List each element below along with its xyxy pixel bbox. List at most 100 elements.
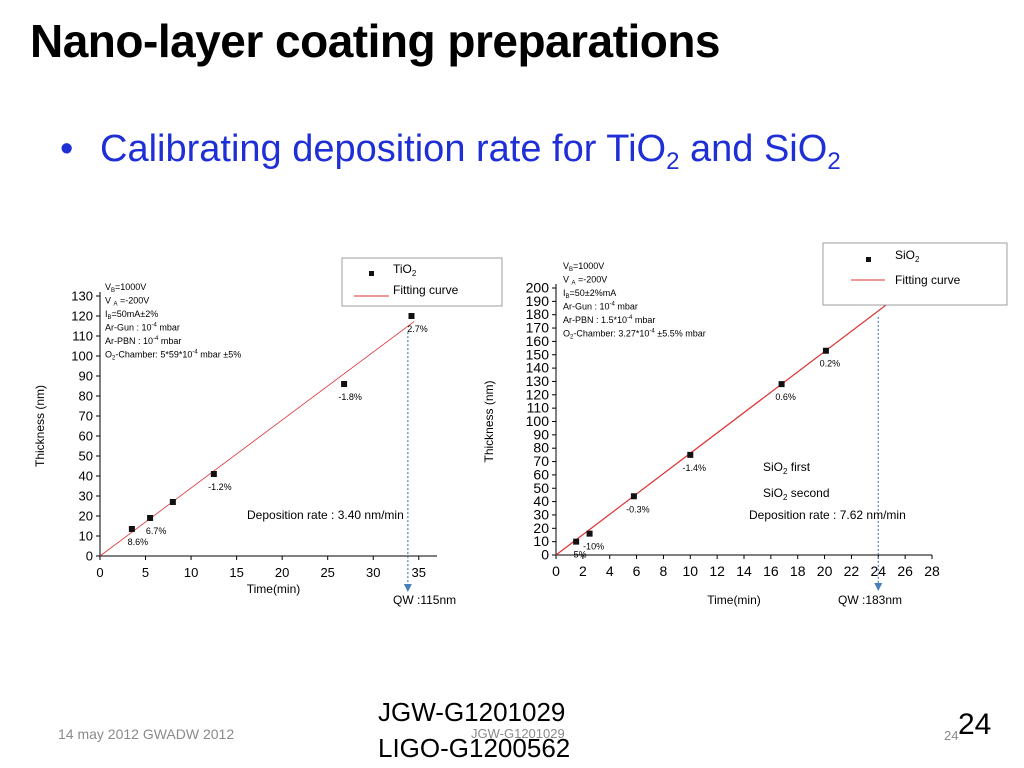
sio2-qw-label: QW :183nm bbox=[838, 593, 902, 607]
tio2-y-tick-label: 60 bbox=[79, 429, 93, 444]
tio2-x-axis-label: Time(min) bbox=[247, 582, 301, 596]
sio2-annotation-sub: 2 bbox=[783, 493, 788, 502]
sio2-condition-text: mbar bbox=[615, 302, 638, 312]
sio2-data-point bbox=[822, 347, 829, 354]
sio2-condition-line: VB=1000V bbox=[563, 261, 604, 273]
tio2-x-tick-label: 5 bbox=[142, 565, 149, 580]
tio2-condition-text: -Chamber: 5*59*10 bbox=[115, 350, 192, 360]
sio2-data-point bbox=[687, 451, 694, 458]
sio2-y-tick-label: 60 bbox=[533, 466, 549, 482]
tio2-condition-sub: B bbox=[111, 288, 115, 294]
sio2-y-tick-label: 30 bbox=[533, 506, 549, 522]
tio2-x-tick-label: 0 bbox=[96, 565, 103, 580]
tio2-x-tick-label: 35 bbox=[412, 565, 426, 580]
sio2-condition-sub: 2 bbox=[570, 335, 574, 341]
tio2-qw-arrowhead bbox=[403, 584, 412, 592]
sio2-point-label: -10% bbox=[583, 542, 604, 552]
tio2-condition-sub: B bbox=[108, 315, 112, 321]
tio2-y-tick-label: 80 bbox=[79, 389, 93, 404]
sio2-x-tick-label: 24 bbox=[870, 563, 886, 579]
sio2-annotation: SiO2 first bbox=[763, 460, 811, 476]
sio2-condition-line: Ar-Gun : 10-4 mbar bbox=[563, 302, 638, 312]
sio2-x-tick-label: 4 bbox=[606, 563, 614, 579]
sio2-y-tick-label: 150 bbox=[526, 346, 550, 362]
sio2-data-point bbox=[573, 538, 580, 545]
sio2-x-tick-label: 6 bbox=[633, 563, 641, 579]
sio2-condition-text: mbar bbox=[632, 315, 655, 325]
sio2-condition-text: V bbox=[563, 261, 569, 271]
tio2-y-tick-label: 30 bbox=[79, 489, 93, 504]
tio2-point-label: 6.7% bbox=[146, 526, 167, 536]
tio2-condition-line: Ar-PBN : 10-4 mbar bbox=[105, 336, 181, 346]
sio2-deposition-rate: Deposition rate : 7.62 nm/min bbox=[749, 508, 906, 522]
tio2-condition-text: O bbox=[105, 350, 112, 360]
footer-page-number-small: 24 bbox=[944, 728, 959, 743]
sio2-y-axis-label: Thickness (nm) bbox=[482, 380, 496, 462]
sio2-y-tick-label: 180 bbox=[526, 306, 550, 322]
sio2-condition-text: =50±2%mA bbox=[570, 288, 617, 298]
doc-id-ligo: LIGO-G1200562 bbox=[378, 733, 571, 763]
footer-date: 14 may 2012 GWADW 2012 bbox=[58, 726, 235, 742]
sio2-annotation-text: SiO bbox=[763, 486, 783, 500]
sio2-condition-text: V bbox=[563, 275, 572, 285]
sio2-condition-text: ±5.5% mbar bbox=[655, 329, 706, 339]
sio2-y-tick-label: 100 bbox=[526, 413, 550, 429]
sio2-legend-fit-label: Fitting curve bbox=[895, 273, 961, 287]
sio2-data-point bbox=[586, 530, 593, 537]
bullet-text: Calibrating deposition rate for TiO2 and… bbox=[100, 128, 841, 176]
sio2-legend-box bbox=[822, 242, 1008, 306]
tio2-condition-sub: 2 bbox=[112, 356, 116, 362]
tio2-data-point bbox=[210, 471, 217, 477]
sio2-qw-arrowhead bbox=[874, 583, 883, 591]
sio2-y-tick-label: 90 bbox=[533, 426, 549, 442]
sio2-condition-sub: B bbox=[566, 294, 570, 300]
tio2-legend-series-label: TiO2 bbox=[393, 262, 417, 278]
sio2-condition-sup: -4 bbox=[610, 302, 616, 308]
tio2-y-tick-label: 90 bbox=[79, 369, 93, 384]
sio2-x-tick-label: 20 bbox=[817, 563, 833, 579]
sio2-x-tick-label: 28 bbox=[924, 563, 940, 579]
sio2-legend-marker bbox=[866, 257, 871, 262]
bullet-dot: • bbox=[60, 128, 74, 170]
sio2-condition-text: Ar-Gun : 10 bbox=[563, 302, 610, 312]
tio2-condition-line: IB=50mA±2% bbox=[105, 309, 158, 321]
tio2-data-point bbox=[169, 499, 176, 505]
sio2-annotation: SiO2 second bbox=[763, 486, 830, 502]
tio2-condition-line: Ar-Gun : 10-4 mbar bbox=[105, 323, 180, 333]
tio2-legend-sub: 2 bbox=[412, 269, 417, 278]
sio2-y-tick-label: 170 bbox=[526, 320, 550, 336]
sio2-y-tick-label: 50 bbox=[533, 480, 549, 496]
tio2-x-tick-label: 30 bbox=[366, 565, 380, 580]
bullet-subscript-2: 2 bbox=[827, 148, 841, 175]
sio2-y-tick-label: 20 bbox=[533, 520, 549, 536]
tio2-point-label: -1.8% bbox=[338, 392, 362, 402]
tio2-y-tick-label: 10 bbox=[79, 529, 93, 544]
sio2-y-tick-label: 130 bbox=[526, 373, 550, 389]
sio2-x-tick-label: 0 bbox=[552, 563, 560, 579]
sio2-y-tick-label: 70 bbox=[533, 453, 549, 469]
tio2-y-tick-label: 50 bbox=[79, 449, 93, 464]
sio2-x-tick-label: 22 bbox=[844, 563, 860, 579]
sio2-fit-line bbox=[555, 290, 906, 556]
tio2-condition-sup: -4 bbox=[192, 350, 198, 356]
sio2-x-axis-label: Time(min) bbox=[707, 593, 761, 607]
doc-id-jgw: JGW-G1201029 bbox=[378, 697, 566, 727]
sio2-annotation-text: second bbox=[787, 486, 829, 500]
tio2-data-point bbox=[128, 526, 135, 532]
footer-doc-id: JGW-G1201029 bbox=[471, 726, 565, 741]
tio2-point-label: -1.2% bbox=[208, 482, 232, 492]
sio2-point-label: 0.2% bbox=[820, 359, 841, 369]
sio2-annotation-text: SiO bbox=[763, 460, 783, 474]
sio2-condition-sup: -4 bbox=[649, 329, 655, 335]
sio2-x-tick-label: 2 bbox=[579, 563, 587, 579]
sio2-condition-text: =-200V bbox=[576, 275, 608, 285]
sio2-point-label: -1.4% bbox=[683, 463, 707, 473]
tio2-legend-marker bbox=[369, 271, 374, 276]
tio2-y-tick-label: 40 bbox=[79, 469, 93, 484]
sio2-y-tick-label: 140 bbox=[526, 360, 550, 376]
tio2-y-tick-label: 120 bbox=[71, 309, 93, 324]
page-number: 24 bbox=[958, 708, 992, 741]
tio2-condition-line: V A =-200V bbox=[105, 296, 149, 308]
